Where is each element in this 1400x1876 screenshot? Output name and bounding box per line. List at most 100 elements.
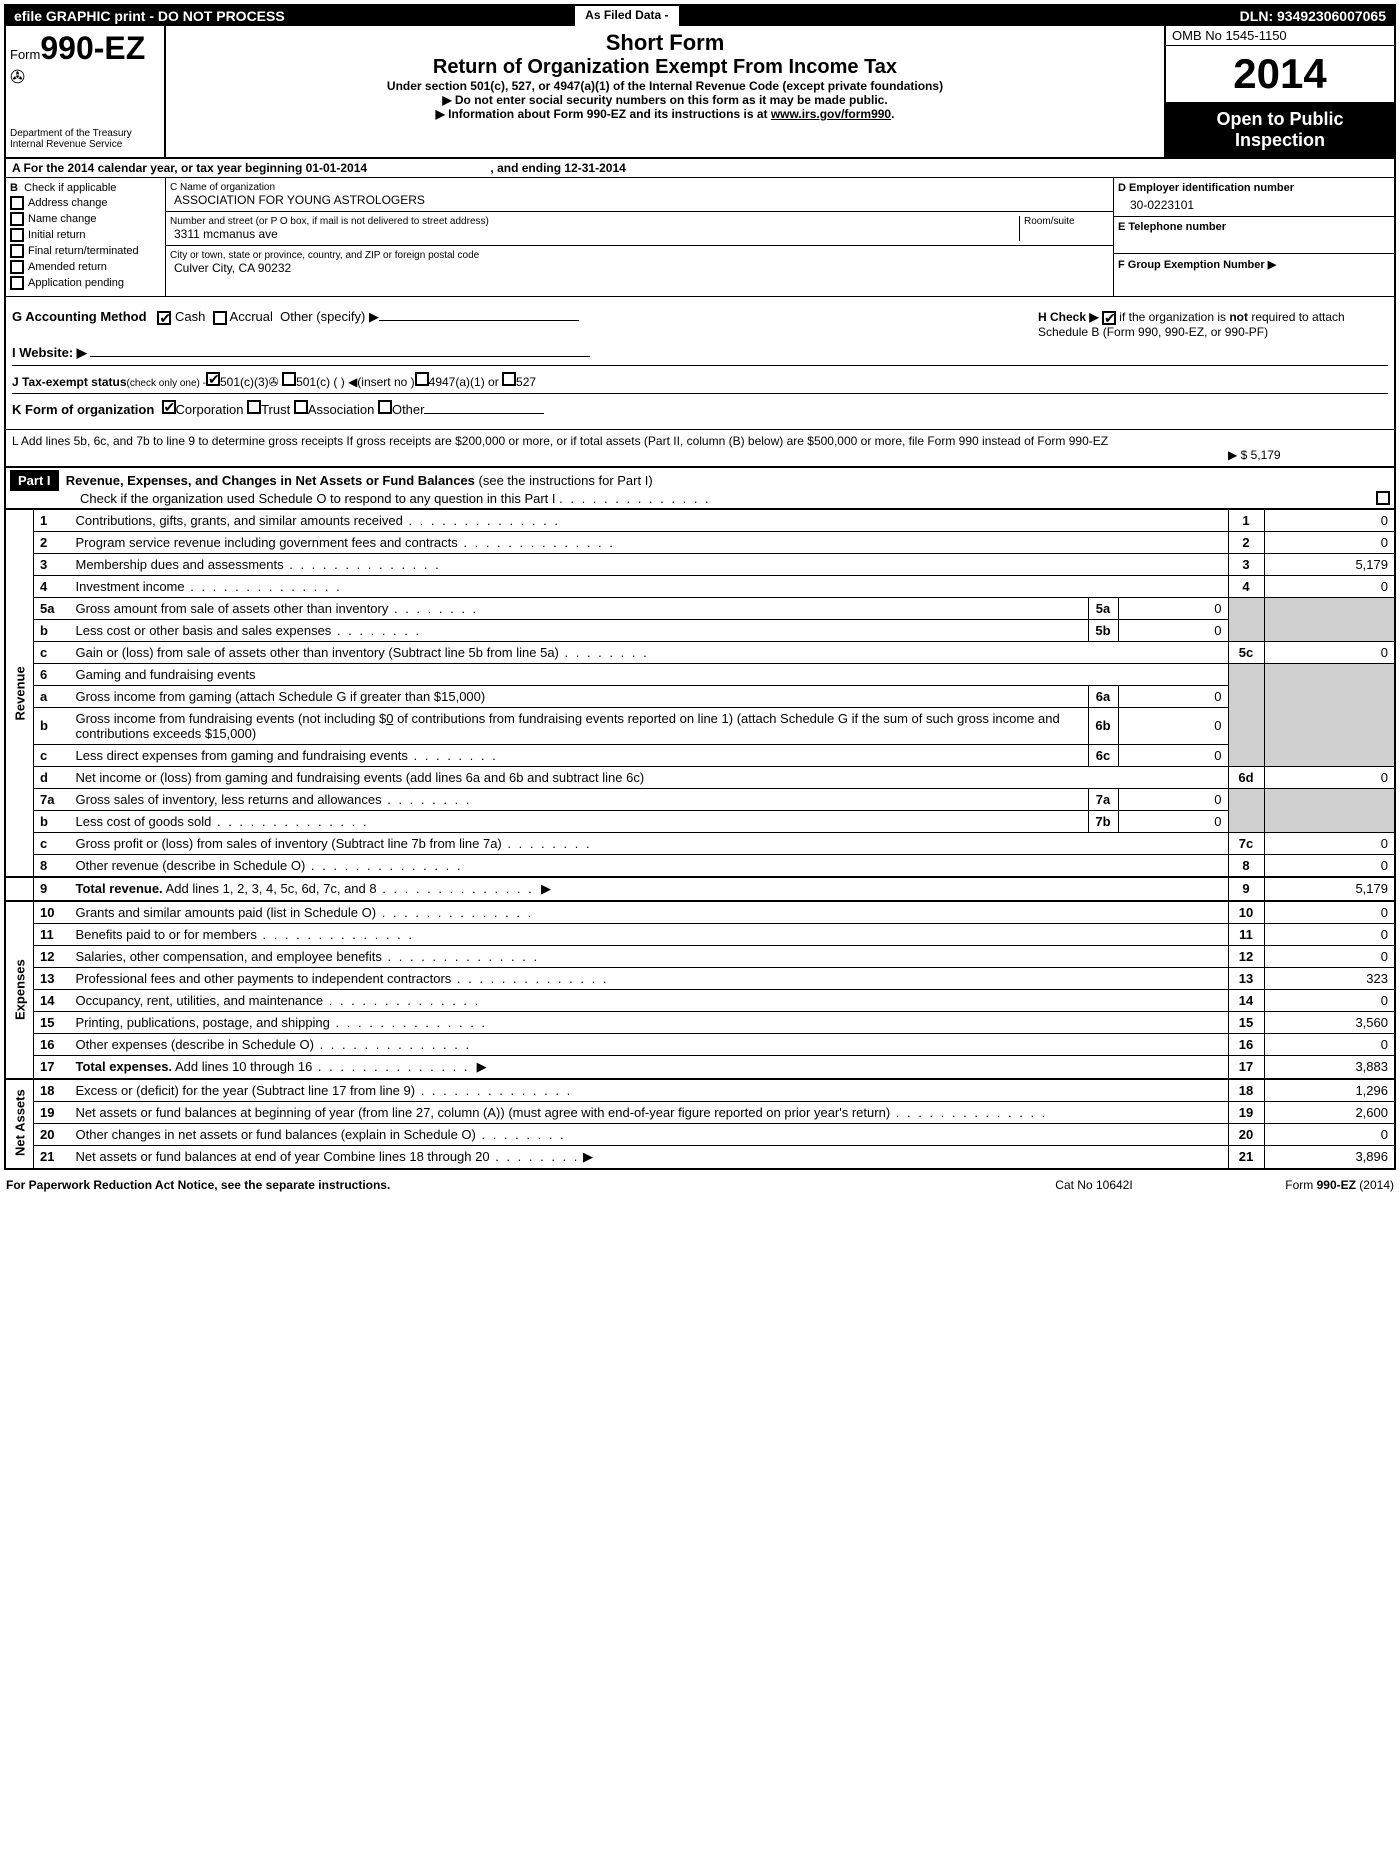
- num-1: 1: [1228, 509, 1264, 531]
- desc-6d: Net income or (loss) from gaming and fun…: [76, 770, 645, 785]
- chk-501c[interactable]: [282, 372, 296, 386]
- omb-number: OMB No 1545-1150: [1166, 26, 1394, 46]
- desc-8: Other revenue (describe in Schedule O): [76, 858, 306, 873]
- val-12: 0: [1264, 945, 1394, 967]
- short-form: Short Form: [170, 30, 1160, 56]
- line-13: 13 Professional fees and other payments …: [6, 967, 1394, 989]
- form-prefix: Form: [10, 47, 40, 62]
- org-street: 3311 mcmanus ave: [170, 227, 1019, 241]
- ln-9: 9: [34, 877, 70, 901]
- num-13: 13: [1228, 967, 1264, 989]
- num-9: 9: [1228, 877, 1264, 901]
- num-8: 8: [1228, 854, 1264, 877]
- l-text: L Add lines 5b, 6c, and 7b to line 9 to …: [12, 434, 1228, 462]
- ln-18: 18: [34, 1079, 70, 1102]
- desc-10: Grants and similar amounts paid (list in…: [76, 905, 377, 920]
- line-10: Expenses 10 Grants and similar amounts p…: [6, 901, 1394, 924]
- ln-6d: d: [34, 766, 70, 788]
- line-1: Revenue 1 Contributions, gifts, grants, …: [6, 509, 1394, 531]
- desc-5c: Gain or (loss) from sale of assets other…: [76, 645, 559, 660]
- c-city-label: City or town, state or province, country…: [170, 250, 1109, 261]
- val-2: 0: [1264, 531, 1394, 553]
- desc-1: Contributions, gifts, grants, and simila…: [76, 513, 403, 528]
- line-21: 21 Net assets or fund balances at end of…: [6, 1145, 1394, 1168]
- footer-right: Form 990-EZ (2014): [1194, 1178, 1394, 1192]
- chk-part1-schedo[interactable]: [1376, 491, 1390, 505]
- chk-assoc[interactable]: [294, 400, 308, 414]
- desc-6a: Gross income from gaming (attach Schedul…: [76, 689, 486, 704]
- chk-4947[interactable]: [415, 372, 429, 386]
- val-14: 0: [1264, 989, 1394, 1011]
- sn-6a: 6a: [1088, 685, 1118, 707]
- chk-corp[interactable]: [162, 400, 176, 414]
- val-15: 3,560: [1264, 1011, 1394, 1033]
- num-14: 14: [1228, 989, 1264, 1011]
- ln-4: 4: [34, 575, 70, 597]
- num-12: 12: [1228, 945, 1264, 967]
- val-4: 0: [1264, 575, 1394, 597]
- val-20: 0: [1264, 1123, 1394, 1145]
- desc-19: Net assets or fund balances at beginning…: [76, 1105, 891, 1120]
- num-5c: 5c: [1228, 641, 1264, 663]
- c-name-label: C Name of organization: [170, 182, 1109, 193]
- chk-initial-return[interactable]: [10, 228, 24, 242]
- line-11: 11 Benefits paid to or for members 11 0: [6, 923, 1394, 945]
- part1-title: Revenue, Expenses, and Changes in Net As…: [66, 473, 475, 488]
- bcdef-section: B Check if applicable Address change Nam…: [6, 178, 1394, 297]
- line-2: 2 Program service revenue including gove…: [6, 531, 1394, 553]
- row-a: A For the 2014 calendar year, or tax yea…: [6, 159, 1394, 178]
- desc-6c: Less direct expenses from gaming and fun…: [76, 748, 408, 763]
- lbl-application-pending: Application pending: [28, 277, 124, 289]
- val-5c: 0: [1264, 641, 1394, 663]
- ln-6c: c: [34, 744, 70, 766]
- chk-final-return[interactable]: [10, 244, 24, 258]
- chk-accrual[interactable]: [213, 311, 227, 325]
- ln-13: 13: [34, 967, 70, 989]
- desc-3: Membership dues and assessments: [76, 557, 284, 572]
- desc-9a: Total revenue.: [76, 881, 163, 896]
- j-sub: (check only one) -: [127, 378, 206, 389]
- chk-527[interactable]: [502, 372, 516, 386]
- part1-sub: (see the instructions for Part I): [479, 473, 653, 488]
- chk-application-pending[interactable]: [10, 276, 24, 290]
- desc-20: Other changes in net assets or fund bala…: [76, 1127, 476, 1142]
- num-18: 18: [1228, 1079, 1264, 1102]
- val-3: 5,179: [1264, 553, 1394, 575]
- ln-1: 1: [34, 509, 70, 531]
- chk-h[interactable]: [1102, 311, 1116, 325]
- chk-trust[interactable]: [247, 400, 261, 414]
- dln: DLN: 93492306007065: [1232, 6, 1394, 26]
- desc-14: Occupancy, rent, utilities, and maintena…: [76, 993, 324, 1008]
- form-990ez: efile GRAPHIC print - DO NOT PROCESS As …: [4, 4, 1396, 1170]
- num-17: 17: [1228, 1055, 1264, 1079]
- num-7c: 7c: [1228, 832, 1264, 854]
- chk-501c3[interactable]: [206, 372, 220, 386]
- form-number: 990-EZ: [40, 30, 145, 66]
- ln-6: 6: [34, 663, 70, 685]
- chk-cash[interactable]: [157, 311, 171, 325]
- org-city: Culver City, CA 90232: [170, 261, 1109, 275]
- footer: For Paperwork Reduction Act Notice, see …: [0, 1174, 1400, 1196]
- lbl-final-return: Final return/terminated: [28, 245, 139, 257]
- num-2: 2: [1228, 531, 1264, 553]
- arrow-line-2: ▶ Information about Form 990-EZ and its …: [170, 107, 1160, 121]
- ln-12: 12: [34, 945, 70, 967]
- desc-12: Salaries, other compensation, and employ…: [76, 949, 382, 964]
- arrow2-pre: ▶ Information about Form 990-EZ and its …: [436, 107, 771, 121]
- desc-16: Other expenses (describe in Schedule O): [76, 1037, 314, 1052]
- chk-address-change[interactable]: [10, 196, 24, 210]
- lbl-other-method: Other (specify) ▶: [280, 309, 379, 324]
- chk-amended-return[interactable]: [10, 260, 24, 274]
- chk-name-change[interactable]: [10, 212, 24, 226]
- ln-7c: c: [34, 832, 70, 854]
- num-4: 4: [1228, 575, 1264, 597]
- ln-15: 15: [34, 1011, 70, 1033]
- chk-kother[interactable]: [378, 400, 392, 414]
- line-7b: b Less cost of goods sold 7b 0: [6, 810, 1394, 832]
- line-19: 19 Net assets or fund balances at beginn…: [6, 1101, 1394, 1123]
- val-11: 0: [1264, 923, 1394, 945]
- line-7c: c Gross profit or (loss) from sales of i…: [6, 832, 1394, 854]
- b-check-applicable: Check if applicable: [24, 182, 116, 194]
- sv-7b: 0: [1118, 810, 1228, 832]
- form990-link[interactable]: www.irs.gov/form990: [771, 107, 891, 121]
